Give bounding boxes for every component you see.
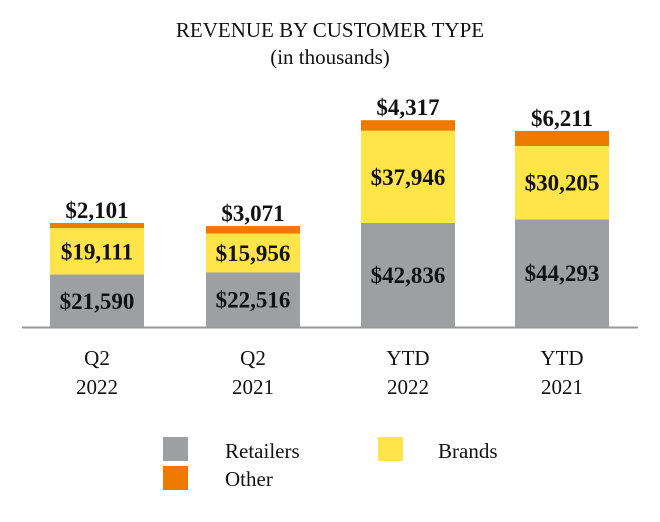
- legend-label-retailers: Retailers: [225, 439, 300, 463]
- data-label-retailers: $44,293: [525, 261, 600, 286]
- bar-segment-other: [515, 130, 609, 146]
- bar-segment-other: [361, 120, 455, 131]
- chart-title: REVENUE BY CUSTOMER TYPE: [176, 18, 484, 42]
- data-label-other: $2,101: [65, 198, 128, 223]
- x-tick-label: Q2: [240, 346, 266, 370]
- data-label-retailers: $21,590: [60, 289, 135, 314]
- bar-segment-brands: [50, 228, 144, 275]
- data-label-retailers: $22,516: [216, 288, 291, 313]
- bar-segment-brands: [361, 130, 455, 223]
- bar-segment-other: [206, 226, 300, 234]
- bar-segment-retailers: [50, 274, 144, 327]
- data-label-brands: $15,956: [216, 241, 291, 266]
- data-label-other: $4,317: [376, 95, 439, 120]
- x-tick-label: YTD: [540, 346, 583, 370]
- data-label-brands: $30,205: [525, 171, 600, 196]
- x-tick-label: 2021: [232, 375, 274, 399]
- legend-swatch-retailers: [163, 437, 188, 461]
- legend-label-brands: Brands: [438, 439, 498, 463]
- data-label-other: $6,211: [531, 106, 593, 131]
- legend-label-other: Other: [225, 467, 273, 491]
- bar-segment-other: [50, 222, 144, 229]
- x-tick-label: 2022: [76, 375, 118, 399]
- x-tick-label: 2021: [541, 375, 583, 399]
- data-label-other: $3,071: [221, 201, 284, 226]
- bar-segment-retailers: [206, 272, 300, 327]
- x-tick-label: Q2: [84, 346, 110, 370]
- data-label-brands: $37,946: [371, 165, 446, 190]
- bar-segment-retailers: [515, 219, 609, 327]
- legend-swatch-other: [163, 466, 188, 490]
- x-tick-label: 2022: [387, 375, 429, 399]
- legend-swatch-brands: [378, 437, 403, 461]
- bar-segment-brands: [515, 145, 609, 220]
- chart-subtitle: (in thousands): [270, 45, 390, 69]
- data-label-brands: $19,111: [61, 239, 133, 264]
- bar-segment-retailers: [361, 222, 455, 327]
- bar-segment-brands: [206, 233, 300, 273]
- data-label-retailers: $42,836: [371, 263, 446, 288]
- x-tick-label: YTD: [386, 346, 429, 370]
